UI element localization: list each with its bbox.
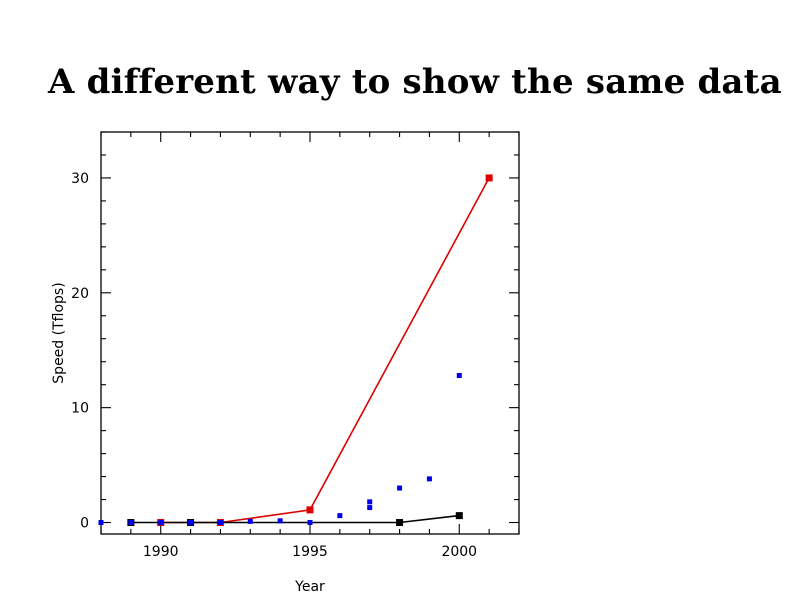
data-point [455, 512, 463, 520]
axis-ticks: 1990 1995 2000 0 10 20 30 [71, 131, 520, 560]
x-axis-label: Year [294, 579, 325, 595]
series-1 [127, 512, 463, 527]
y-tick-label: 30 [71, 171, 89, 187]
y-axis-label: Speed (Tflops) [51, 282, 67, 383]
data-point [367, 499, 373, 505]
x-tick-label: 1990 [143, 544, 179, 560]
series-0 [157, 174, 493, 527]
data-point [247, 518, 253, 524]
y-tick-label: 20 [71, 286, 89, 302]
data-point [337, 513, 343, 519]
data-point [426, 476, 432, 482]
series-line [160, 177, 490, 524]
data-point [456, 372, 462, 378]
x-tick-label: 1995 [292, 544, 328, 560]
series-line [130, 514, 460, 524]
slide-title: A different way to show the same data [48, 62, 782, 102]
y-tick-label: 10 [71, 401, 89, 417]
data-series [98, 174, 493, 527]
data-point [485, 174, 493, 182]
data-point [98, 520, 104, 526]
data-point [188, 520, 194, 526]
series-2 [98, 372, 462, 526]
data-point [128, 520, 134, 526]
data-point [277, 518, 283, 524]
data-point [306, 506, 314, 514]
data-point [367, 505, 373, 511]
data-point [396, 519, 404, 527]
x-tick-label: 2000 [441, 544, 477, 560]
data-point [217, 520, 223, 526]
plot-border [100, 131, 520, 535]
data-point [397, 485, 403, 491]
plot-frame [100, 131, 520, 535]
y-tick-label: 0 [80, 516, 89, 532]
data-point [158, 520, 164, 526]
data-point [307, 520, 313, 526]
